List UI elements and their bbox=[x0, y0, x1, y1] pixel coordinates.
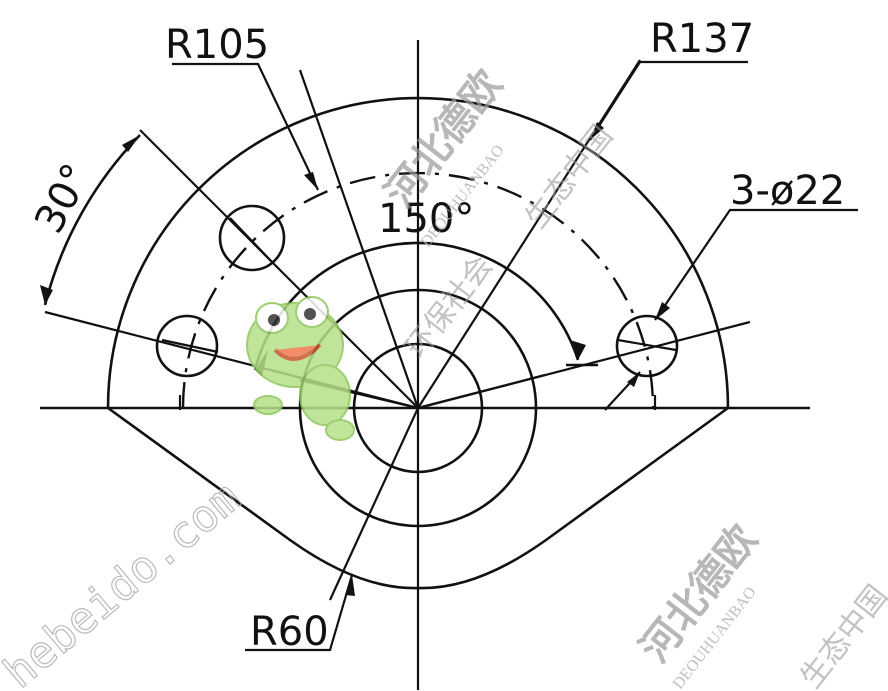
arrow-r105 bbox=[304, 172, 318, 190]
inner-bore bbox=[352, 342, 484, 474]
arrow-r137 bbox=[590, 122, 604, 140]
arrow-holes-lower bbox=[627, 372, 640, 387]
leader-r137 bbox=[589, 60, 748, 141]
hole-center-r bbox=[617, 338, 677, 352]
radial-line-r105 bbox=[298, 69, 420, 409]
arrow-holes bbox=[655, 302, 670, 320]
arrow-right-150 bbox=[570, 340, 586, 360]
lower-contour bbox=[107, 406, 729, 590]
leader-r105 bbox=[172, 62, 319, 191]
radial-line-r60 bbox=[329, 407, 419, 601]
hole-right bbox=[615, 314, 679, 378]
label-30: 30° bbox=[26, 156, 100, 240]
angle-30-arc bbox=[43, 134, 141, 306]
radial-line-tl bbox=[139, 129, 419, 409]
arrow-30-top bbox=[122, 135, 140, 152]
hole-left bbox=[155, 314, 219, 378]
arrow-r60 bbox=[345, 575, 355, 596]
outer-arc-r137 bbox=[106, 96, 730, 409]
watermark-brand-top: 河北德欧 bbox=[377, 62, 511, 216]
radial-line-inner bbox=[417, 373, 546, 410]
hole-top-left bbox=[218, 204, 286, 272]
leader-holes bbox=[654, 208, 858, 321]
label-r105: R105 bbox=[165, 22, 269, 68]
arrow-30-bottom bbox=[40, 285, 53, 305]
hole-center-l bbox=[161, 338, 219, 354]
watermark-url: hebeido.com bbox=[0, 472, 250, 691]
label-holes: 3-ø22 bbox=[730, 168, 845, 214]
label-150: 150° bbox=[378, 196, 474, 242]
watermark-slogan-bottom: 生态中国 bbox=[794, 579, 888, 691]
watermark-slogan-mid: 环保社会 bbox=[399, 249, 500, 365]
leader-r60 bbox=[245, 574, 354, 652]
label-r60: R60 bbox=[250, 609, 329, 655]
radial-line-l bbox=[44, 310, 419, 410]
circle-r60 bbox=[298, 288, 538, 528]
label-r137: R137 bbox=[650, 16, 754, 62]
pitch-arc-r105 bbox=[181, 171, 655, 409]
frog-mascot-logo bbox=[246, 296, 355, 441]
watermark: 河北德欧 DEOUHUANBAO 生态中国 环保社会 河北德欧 DEOUHUAN… bbox=[0, 62, 888, 691]
